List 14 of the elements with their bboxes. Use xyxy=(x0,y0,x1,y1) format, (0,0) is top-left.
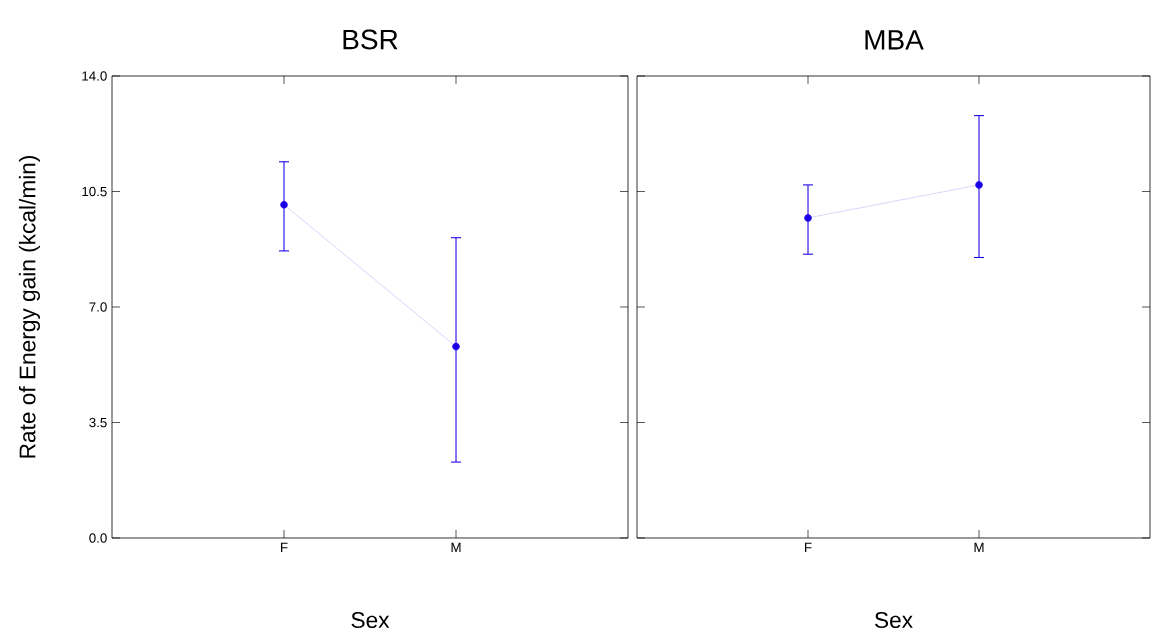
y-tick-label: 10.5 xyxy=(82,186,107,197)
x-axis-title: Sex xyxy=(351,612,390,629)
chart-title: MBA xyxy=(865,30,924,50)
x-tick-label: M xyxy=(974,542,984,552)
y-tick-label: 7.0 xyxy=(89,302,107,312)
y-tick-label: 3.5 xyxy=(89,417,107,428)
x-tick-label: F xyxy=(281,542,288,552)
x-tick-label: M xyxy=(451,542,461,552)
x-tick-label: F xyxy=(805,542,812,552)
x-axis-title: Sex xyxy=(875,612,913,629)
y-tick-label: 0.0 xyxy=(89,533,107,543)
chart-title: BSR xyxy=(343,29,398,50)
y-axis-title: Rate of Energy gain (kcal/min) xyxy=(18,156,41,458)
y-tick-label: 14.0 xyxy=(82,71,107,81)
